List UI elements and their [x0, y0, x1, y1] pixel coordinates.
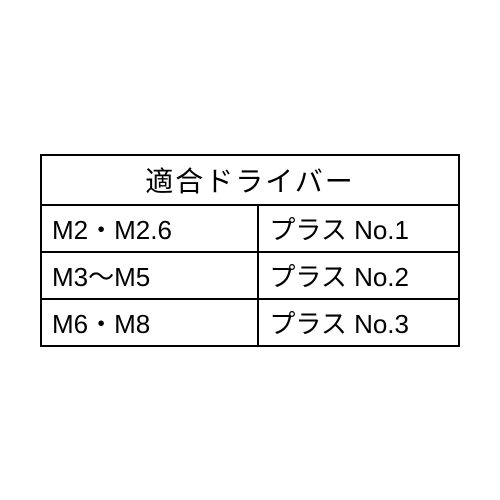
table-row: M3〜M5 プラス No.2	[41, 252, 459, 299]
driver-cell: プラス No.3	[258, 299, 459, 346]
table-header-row: 適合ドライバー	[41, 155, 459, 205]
driver-cell: プラス No.1	[258, 205, 459, 252]
table-body: M2・M2.6 プラス No.1 M3〜M5 プラス No.2 M6・M8 プラ…	[41, 205, 459, 346]
table-row: M6・M8 プラス No.3	[41, 299, 459, 346]
screw-size-cell: M2・M2.6	[41, 205, 258, 252]
screw-size-cell: M6・M8	[41, 299, 258, 346]
screw-size-cell: M3〜M5	[41, 252, 258, 299]
driver-compatibility-table: 適合ドライバー M2・M2.6 プラス No.1 M3〜M5 プラス No.2 …	[40, 154, 460, 347]
table: 適合ドライバー M2・M2.6 プラス No.1 M3〜M5 プラス No.2 …	[40, 154, 460, 347]
table-row: M2・M2.6 プラス No.1	[41, 205, 459, 252]
driver-cell: プラス No.2	[258, 252, 459, 299]
table-header: 適合ドライバー	[41, 155, 459, 205]
